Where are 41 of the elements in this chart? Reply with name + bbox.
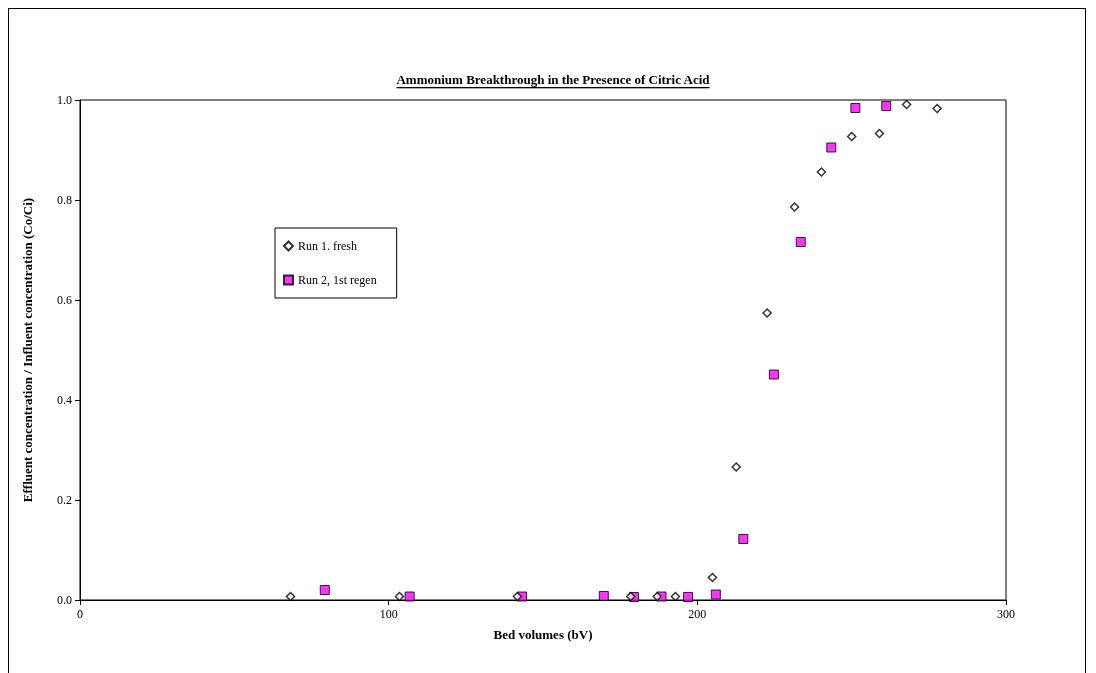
point bbox=[768, 369, 779, 380]
point bbox=[789, 202, 800, 212]
point bbox=[670, 591, 681, 602]
point bbox=[394, 591, 405, 602]
x-tick-label: 200 bbox=[688, 607, 707, 621]
point bbox=[816, 167, 827, 177]
point bbox=[932, 103, 942, 114]
chart-title: Ammonium Breakthrough in the Presence of Citric Acid bbox=[396, 72, 711, 87]
y-tick-label: 0.0 bbox=[57, 593, 72, 607]
point bbox=[795, 237, 806, 247]
x-tick-label: 300 bbox=[997, 607, 1015, 621]
point bbox=[710, 589, 721, 600]
y-tick-label: 0.4 bbox=[57, 393, 72, 407]
y-axis-title: Effluent concentration / Influent concentration (Co/Ci) bbox=[20, 197, 35, 503]
point bbox=[738, 534, 749, 544]
point bbox=[625, 591, 636, 602]
point bbox=[598, 591, 609, 601]
point bbox=[850, 103, 861, 113]
point bbox=[285, 591, 296, 602]
point bbox=[512, 591, 523, 602]
point bbox=[762, 308, 772, 318]
point bbox=[652, 591, 662, 602]
point bbox=[731, 462, 741, 472]
y-tick-label: 0.6 bbox=[57, 293, 72, 307]
legend-label: Run 2, 1st regen bbox=[298, 273, 377, 287]
point bbox=[319, 585, 330, 595]
legend-label: Run 1. fresh bbox=[298, 239, 357, 253]
y-tick-label: 0.8 bbox=[57, 193, 72, 207]
point bbox=[874, 128, 885, 139]
point bbox=[707, 572, 718, 583]
point bbox=[683, 592, 694, 602]
point bbox=[846, 131, 857, 142]
point bbox=[881, 101, 892, 111]
x-tick-label: 100 bbox=[379, 607, 398, 621]
x-axis-title: Bed volumes (bV) bbox=[493, 627, 593, 642]
y-tick-label: 0.2 bbox=[57, 493, 72, 507]
point bbox=[901, 99, 912, 110]
point bbox=[826, 142, 837, 153]
y-tick-label: 1.0 bbox=[57, 93, 72, 107]
point bbox=[404, 591, 415, 602]
x-tick-label: 0 bbox=[77, 607, 83, 621]
